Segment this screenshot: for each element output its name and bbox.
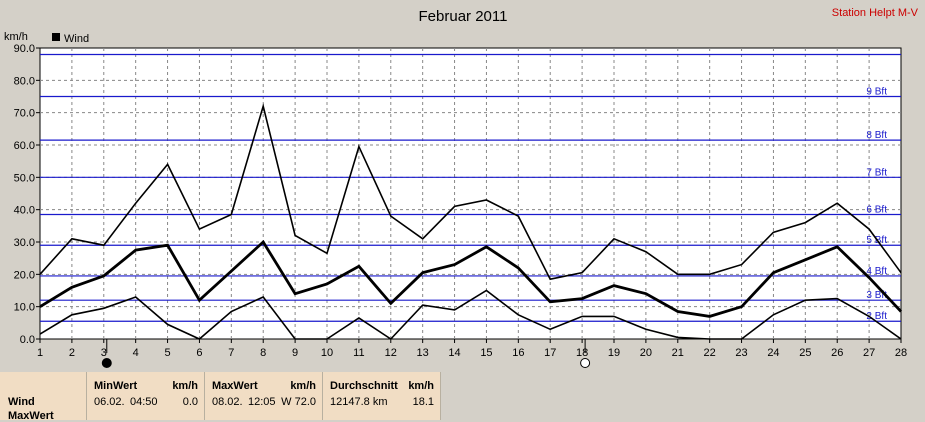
series-line <box>39 103 902 281</box>
beaufort-label: 4 Bft <box>866 266 887 277</box>
x-tick-label: 16 <box>512 347 524 359</box>
min-unit: km/h <box>172 380 198 392</box>
beaufort-label: 9 Bft <box>866 87 887 98</box>
x-tick-label: 17 <box>544 347 556 359</box>
x-tick-label: 24 <box>767 347 779 359</box>
x-tick-label: 26 <box>831 347 843 359</box>
beaufort-label: 7 Bft <box>866 167 887 178</box>
beaufort-label: 2 Bft <box>866 311 887 322</box>
y-tick-label: 60.0 <box>14 140 35 152</box>
avg-distance: 12147.8 km <box>330 396 388 408</box>
avg-header: Durchschnitt <box>330 380 398 392</box>
series-line <box>39 239 903 318</box>
min-value: 0.0 <box>182 396 198 408</box>
stats-min-cell: MinWert km/h 06.02. 04:50 0.0 <box>87 372 205 420</box>
new-moon-icon <box>101 358 112 368</box>
x-tick-label: 7 <box>228 347 234 359</box>
min-date: 06.02. <box>94 396 125 408</box>
x-tick-label: 20 <box>640 347 652 359</box>
x-tick-label: 22 <box>704 347 716 359</box>
x-tick-label: 11 <box>353 347 364 359</box>
y-tick-label: 40.0 <box>14 205 35 217</box>
x-tick-label: 3 <box>101 347 107 359</box>
x-tick-label: 27 <box>863 347 875 359</box>
avg-value: 18.1 <box>412 396 434 408</box>
station-name: Station Helpt M-V <box>832 7 919 19</box>
max-date: 08.02. <box>212 396 243 408</box>
x-tick-label: 12 <box>385 347 397 359</box>
x-tick-label: 4 <box>133 347 139 359</box>
beaufort-label: 3 Bft <box>866 290 887 301</box>
x-tick-label: 9 <box>292 347 298 359</box>
y-tick-label: 50.0 <box>14 172 35 184</box>
wind-chart: Februar 2011 Station Helpt M-V km/h Wind… <box>4 7 919 368</box>
stats-avg-cell: Durchschnitt km/h 12147.8 km 18.1 <box>323 372 441 420</box>
chart-title: Februar 2011 <box>419 8 508 25</box>
x-tick-label: 18 <box>576 347 588 359</box>
x-tick-label: 25 <box>799 347 811 359</box>
stats-max-cell: MaxWert km/h 08.02. 12:05 W 72.0 <box>205 372 323 420</box>
y-tick-label: 30.0 <box>14 237 35 249</box>
min-time: 04:50 <box>130 396 158 408</box>
y-tick-label: 20.0 <box>14 269 35 281</box>
y-tick-label: 90.0 <box>14 43 35 55</box>
y-tick-label: 0.0 <box>20 334 35 346</box>
x-tick-label: 8 <box>260 347 266 359</box>
series-line <box>39 289 902 341</box>
y-axis-unit: km/h <box>4 31 28 43</box>
avg-unit: km/h <box>408 380 434 392</box>
y-tick-label: 70.0 <box>14 108 35 120</box>
x-tick-label: 23 <box>735 347 747 359</box>
stats-row-maxwert: MaxWert <box>8 410 54 422</box>
x-tick-label: 15 <box>480 347 492 359</box>
x-tick-label: 21 <box>672 347 684 359</box>
stats-row-wind: Wind <box>8 396 35 408</box>
x-tick-label: 5 <box>164 347 170 359</box>
max-header: MaxWert <box>212 380 258 392</box>
x-tick-label: 19 <box>608 347 620 359</box>
x-tick-label: 10 <box>321 347 333 359</box>
legend-swatch <box>52 33 60 41</box>
x-tick-label: 6 <box>196 347 202 359</box>
x-tick-label: 2 <box>69 347 75 359</box>
max-value: W 72.0 <box>281 396 316 408</box>
x-tick-label: 13 <box>417 347 429 359</box>
stats-label-cell: Wind MaxWert <box>0 372 87 422</box>
min-header: MinWert <box>94 380 138 392</box>
legend-label: Wind <box>64 33 89 45</box>
plot-area <box>39 47 902 340</box>
x-tick-label: 14 <box>448 347 460 359</box>
x-tick-label: 1 <box>37 347 43 359</box>
y-tick-label: 10.0 <box>14 302 35 314</box>
max-unit: km/h <box>290 380 316 392</box>
full-moon-icon <box>580 358 591 368</box>
y-tick-label: 80.0 <box>14 75 35 87</box>
x-tick-label: 28 <box>895 347 907 359</box>
beaufort-label: 8 Bft <box>866 130 887 141</box>
beaufort-label: 6 Bft <box>866 205 887 216</box>
max-time: 12:05 <box>248 396 276 408</box>
